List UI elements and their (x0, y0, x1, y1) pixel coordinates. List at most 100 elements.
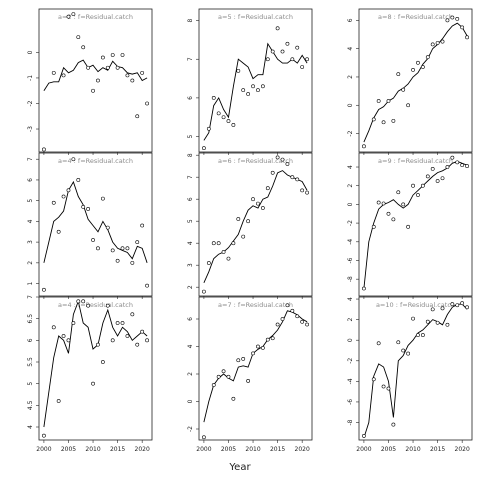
data-point (290, 175, 295, 180)
data-point (105, 303, 110, 308)
data-point (221, 369, 226, 374)
data-point (270, 170, 275, 175)
data-point (42, 433, 46, 438)
data-point (455, 17, 460, 21)
data-point (206, 126, 211, 131)
y-tick-label: 6 (27, 178, 34, 182)
y-tick-label: 4 (187, 241, 194, 245)
data-point (96, 342, 100, 347)
data-point (455, 303, 460, 308)
data-point (51, 325, 56, 330)
panel-frame (38, 8, 153, 153)
fit-line (43, 59, 148, 91)
data-point (285, 162, 290, 166)
x-tick-label: 2020 (295, 446, 310, 453)
data-point (386, 386, 391, 391)
y-tick-label: 2 (187, 372, 194, 376)
data-point (91, 88, 95, 93)
data-point (236, 68, 241, 73)
x-tick-label: 2005 (61, 446, 76, 453)
data-point (76, 35, 81, 39)
data-point (260, 206, 265, 210)
data-point (280, 317, 285, 321)
panel-frame (38, 152, 153, 297)
data-point (420, 183, 425, 188)
y-tick-label: 2 (27, 261, 34, 265)
data-point (130, 312, 135, 317)
y-tick-label: 1 (27, 281, 34, 285)
x-axis-label: Year (228, 462, 251, 473)
x-tick-label: 2000 (196, 446, 211, 453)
data-point (305, 190, 309, 195)
data-point (100, 196, 105, 201)
data-point (251, 351, 255, 356)
y-tick-label: 4 (347, 297, 354, 301)
y-tick-label: -8 (347, 276, 354, 282)
data-point (376, 200, 381, 205)
data-point (430, 307, 435, 312)
data-point (285, 41, 290, 46)
data-point (460, 25, 465, 30)
panel-8: a=7 : f=Residual.catch 6 4 2 0 -2 2000 2005 2010… (187, 296, 313, 453)
y-tick-label: 0 (347, 103, 354, 107)
data-point (56, 399, 61, 403)
panel-7: a=4 : f=Residual.catch 7 6.5 6 5.5 5 4.5 4 2000 2… (27, 295, 153, 453)
panel-title: a=7 : f=Residual.catch (218, 301, 293, 309)
y-tick-label: -3 (27, 126, 34, 132)
data-point (125, 334, 130, 338)
data-point (270, 49, 275, 54)
y-tick-label: 0 (187, 399, 194, 403)
data-point (81, 204, 86, 209)
y-tick-label: -2 (347, 220, 354, 226)
data-point (391, 422, 396, 427)
y-tick-label: 6 (27, 338, 34, 342)
data-point (381, 120, 386, 125)
y-tick-label: 2 (187, 285, 194, 289)
data-point (96, 246, 100, 251)
data-point (221, 250, 226, 254)
data-point (110, 248, 115, 253)
panel-9: a=10 : f=Residual.catch 4 2 0 -2 -4 -6 -8 2000 20… (347, 296, 473, 453)
y-tick-label: -1 (27, 75, 34, 81)
data-point (416, 193, 420, 197)
panel-3: a=8 : f=Residual.catch 6 4 2 0 -2 (347, 8, 473, 155)
data-point (305, 57, 309, 62)
y-tick-label: 7 (27, 157, 34, 161)
y-tick-label: 5 (187, 134, 194, 138)
data-point (435, 41, 440, 45)
data-point (51, 70, 56, 75)
data-point (362, 286, 366, 291)
data-point (125, 246, 130, 251)
panel-title: a=6 : f=Residual.catch (218, 157, 293, 165)
data-point (430, 166, 435, 171)
data-point (86, 207, 91, 211)
data-point (362, 433, 366, 438)
y-tick-label: 6 (187, 96, 194, 100)
y-tick-label: 2 (347, 318, 354, 322)
data-point (460, 301, 465, 306)
y-tick-label: 7 (187, 57, 194, 61)
data-point (71, 157, 76, 162)
data-point (231, 396, 236, 401)
panel-4: a=4 : f=Residual.catch 7 6 5 4 3 2 1 (27, 152, 153, 299)
data-point (265, 186, 270, 191)
data-point (140, 70, 145, 75)
data-point (460, 163, 465, 168)
data-point (265, 337, 270, 342)
data-point (246, 378, 251, 383)
panel-title: a=10 : f=Residual.catch (376, 301, 455, 309)
data-point (105, 225, 110, 230)
y-tick-label: 7 (27, 295, 34, 299)
data-point (391, 118, 396, 123)
data-point (56, 229, 61, 234)
y-tick-label: 0 (347, 338, 354, 342)
y-tick-label: -2 (347, 130, 354, 136)
data-point (231, 241, 236, 246)
y-tick-label: -2 (347, 358, 354, 364)
data-point (450, 15, 455, 20)
data-point (226, 119, 231, 123)
data-point (411, 316, 415, 321)
data-point (406, 351, 411, 356)
y-tick-label: 0 (27, 50, 34, 54)
